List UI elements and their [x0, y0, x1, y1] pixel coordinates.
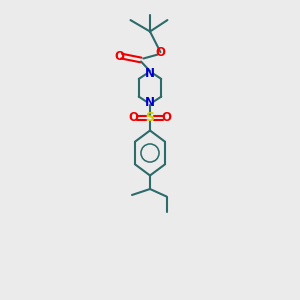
Text: S: S — [146, 111, 154, 124]
Text: O: O — [161, 111, 172, 124]
Text: O: O — [155, 46, 166, 59]
Text: O: O — [114, 50, 124, 63]
Text: O: O — [128, 111, 139, 124]
Text: N: N — [145, 95, 155, 109]
Text: N: N — [145, 67, 155, 80]
